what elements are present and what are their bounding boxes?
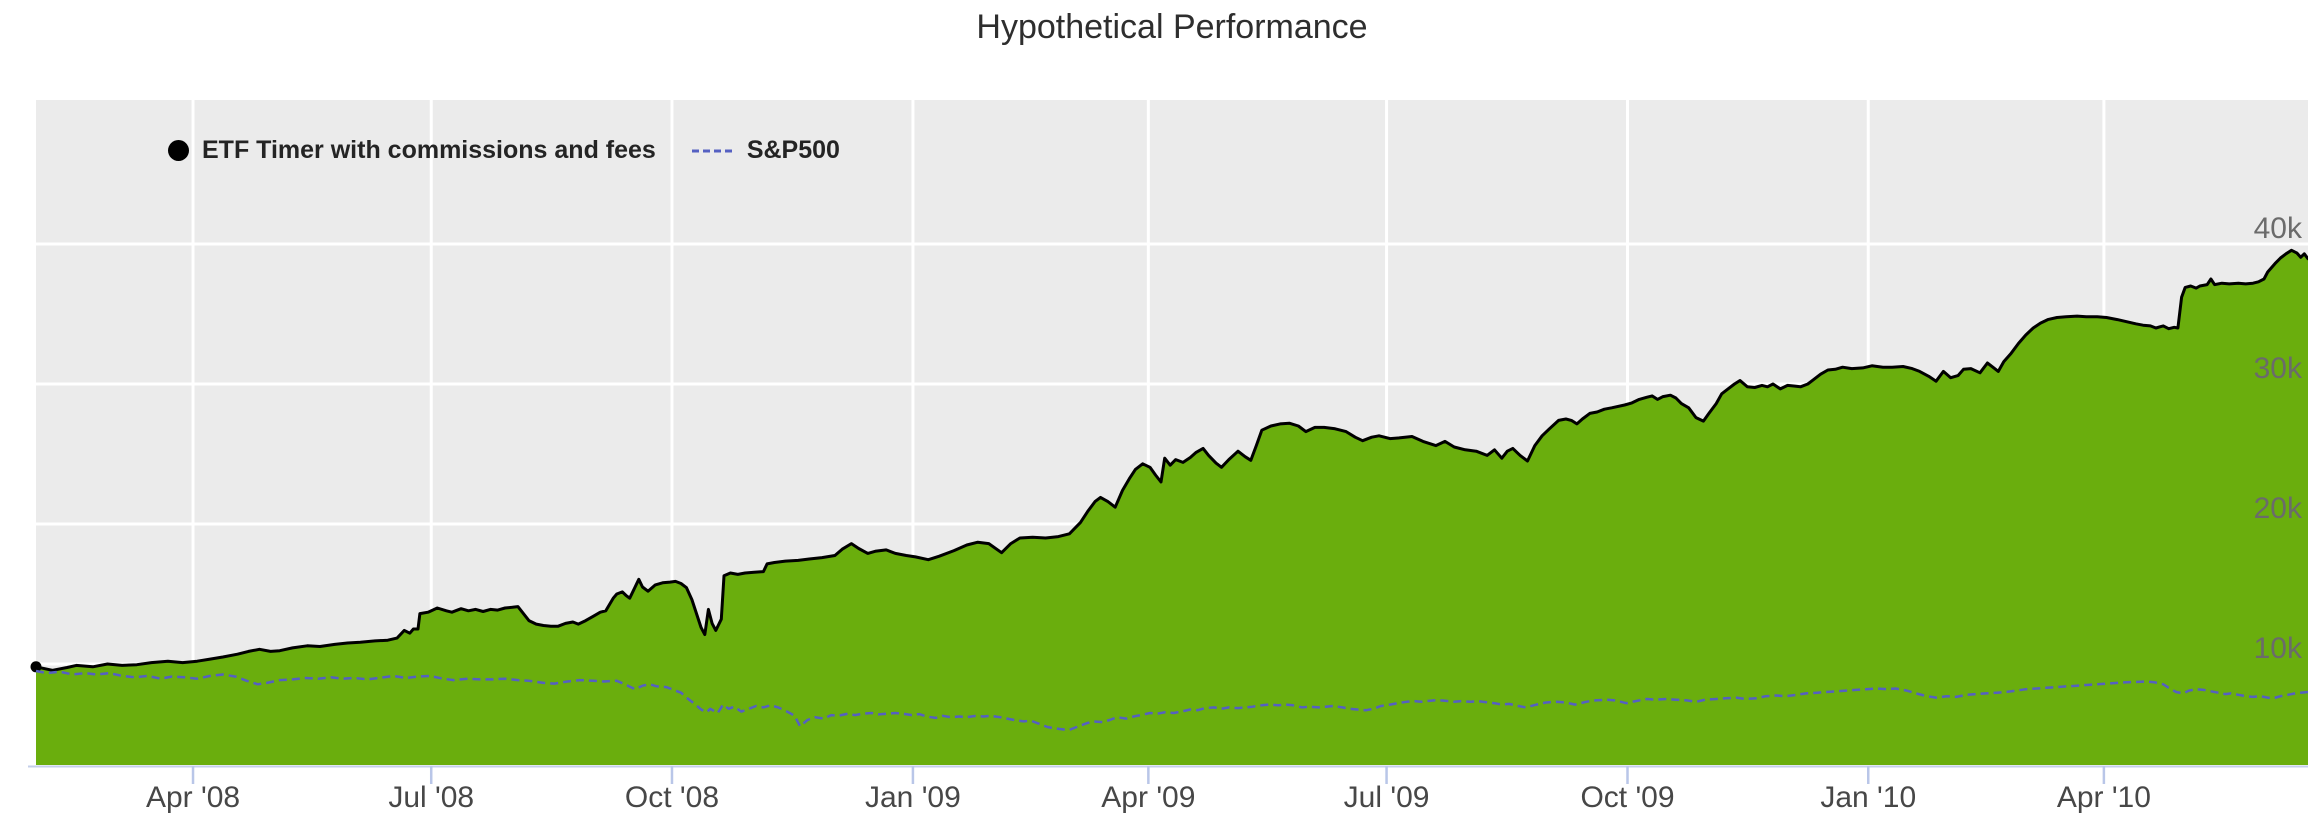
legend-item-sp500[interactable]: S&P500 bbox=[691, 136, 840, 165]
etf-timer-area bbox=[36, 250, 2308, 766]
x-axis-label: Oct '08 bbox=[625, 781, 719, 814]
chart-legend: ETF Timer with commissions and fees S&P5… bbox=[168, 136, 840, 165]
y-axis-label: 10k bbox=[2254, 632, 2303, 665]
legend-label-etf-timer: ETF Timer with commissions and fees bbox=[202, 136, 656, 164]
x-axis-label: Apr '08 bbox=[146, 781, 240, 814]
chart-title: Hypothetical Performance bbox=[976, 8, 1368, 46]
legend-label-sp500: S&P500 bbox=[746, 136, 840, 164]
x-axis-label: Oct '09 bbox=[1580, 781, 1674, 814]
y-axis-label: 30k bbox=[2254, 352, 2303, 385]
x-axis-label: Jan '10 bbox=[1820, 781, 1916, 814]
sp500-line bbox=[35, 669, 2308, 732]
x-axis-label: Jan '09 bbox=[865, 781, 961, 814]
dashed-line-icon bbox=[691, 149, 734, 152]
legend-item-etf-timer[interactable]: ETF Timer with commissions and fees bbox=[168, 136, 656, 165]
etf-timer-line bbox=[34, 248, 2308, 672]
x-axis-label: Jul '08 bbox=[388, 781, 474, 814]
x-axis-label: Apr '09 bbox=[1101, 781, 1195, 814]
x-axis-label: Jul '09 bbox=[1344, 781, 1430, 814]
x-axis-label: Apr '10 bbox=[2057, 781, 2151, 814]
circle-marker-icon bbox=[168, 140, 189, 161]
y-axis-label: 20k bbox=[2254, 492, 2303, 525]
y-axis-label: 40k bbox=[2254, 212, 2303, 245]
etf-timer-start-marker bbox=[30, 661, 42, 673]
